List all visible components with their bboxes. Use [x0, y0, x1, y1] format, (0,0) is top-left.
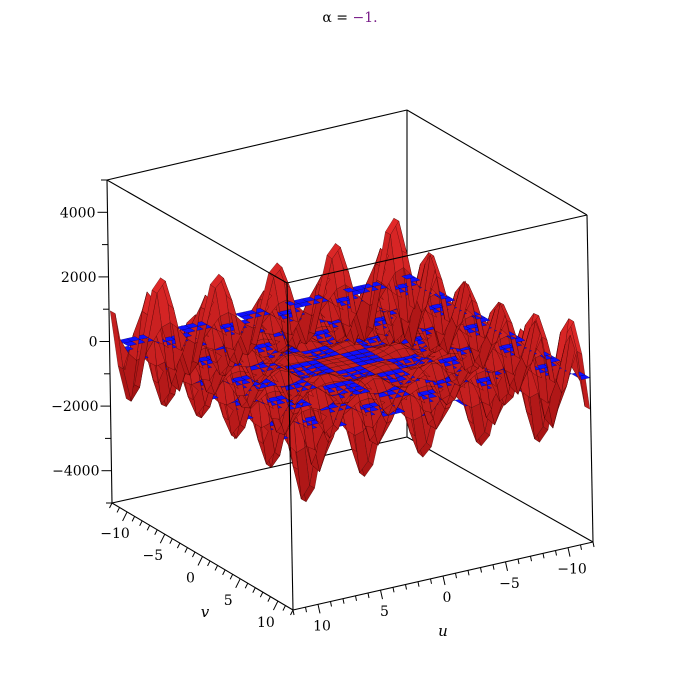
v-axis-tick [267, 596, 271, 602]
z-tick-label: −4000 [52, 464, 99, 480]
u-axis-tick [530, 556, 532, 562]
plane-patch-blue [342, 287, 358, 293]
v-axis-tick [131, 516, 136, 522]
box-edge [106, 109, 408, 181]
u-axis-tick [442, 575, 446, 586]
u-axis-tick [580, 544, 582, 550]
u-axis-tick [517, 558, 520, 565]
v-axis-tick [139, 520, 143, 527]
box-edge [286, 214, 588, 284]
v-tick-label: 0 [186, 571, 195, 587]
v-axis-tick [272, 600, 279, 611]
v-axis-tick [184, 547, 188, 553]
box-edge [406, 436, 594, 543]
u-axis-tick [567, 547, 571, 557]
plot-title: α = −1. [322, 10, 377, 26]
surface-patch-red [576, 350, 590, 410]
u-axis-tick [392, 587, 395, 593]
u-axis-tick [380, 590, 383, 600]
title-value: −1. [353, 10, 378, 26]
u-tick-label: 0 [443, 590, 452, 606]
u-axis-tick [417, 581, 420, 587]
u-axis-tick [317, 604, 321, 614]
v-axis-tick [192, 551, 196, 558]
v-tick-label: 5 [224, 593, 233, 609]
u-axis-tick [430, 578, 432, 584]
surface-patch-red [110, 310, 124, 370]
axes-layer: 4000 2000 0 −2000 −4000 −10 −5 0 5 10 10 5 0 −5 −10 [51, 179, 595, 634]
v-axis-tick [252, 587, 256, 593]
v-axis-tick [159, 533, 166, 544]
u-axis-tick [367, 592, 370, 599]
u-tick-label: 5 [380, 604, 389, 620]
v-axis-tick [229, 574, 234, 580]
title-prefix: α = [322, 10, 352, 26]
u-axis-tick [480, 567, 482, 573]
u-axis-tick [455, 573, 457, 579]
v-axis-tick [197, 556, 203, 566]
z-tick-label: −2000 [51, 399, 98, 415]
plane-patch-blue [401, 274, 416, 280]
v-axis-tick [176, 542, 181, 549]
u-tick-label: 10 [313, 618, 331, 634]
v-axis-tick [207, 560, 211, 567]
u-axis-tick [492, 564, 495, 570]
v-axis-tick [259, 591, 264, 598]
u-axis-tick [342, 598, 345, 604]
u-axis-tick [467, 570, 470, 576]
v-axis-tick [222, 569, 226, 576]
v-axis-tick [109, 502, 113, 509]
u-axis-tick [405, 584, 407, 590]
plane-patch-blue [284, 300, 299, 306]
v-axis-tick [244, 583, 249, 589]
box-edge [586, 214, 594, 543]
u-tick-label: −5 [499, 576, 520, 592]
u-axis-tick [330, 601, 332, 607]
u-axis-tick [505, 561, 508, 571]
v-axis-tick [169, 538, 173, 544]
box-edge [406, 109, 588, 216]
z-tick-label: 2000 [61, 270, 97, 286]
u-axis-tick [355, 595, 357, 601]
v-tick-label: −10 [100, 526, 130, 542]
u-axis-tick [542, 553, 545, 559]
u-axis-tick [305, 607, 307, 613]
u-tick-label: −10 [557, 562, 587, 578]
u-axis-label: u [438, 622, 448, 640]
v-axis-tick [290, 609, 294, 616]
box-edge [106, 179, 288, 284]
v-tick-label: 10 [257, 615, 275, 631]
v-axis-tick [154, 529, 158, 535]
surface-layer [110, 217, 591, 503]
v-axis-label: v [201, 603, 210, 621]
box-edge [286, 282, 294, 611]
v-axis-tick [122, 511, 128, 522]
v-tick-label: −5 [142, 548, 163, 564]
v-axis-tick [282, 605, 286, 611]
u-axis-tick [555, 550, 557, 556]
v-axis-tick [235, 578, 241, 589]
v-axis-tick [214, 565, 219, 571]
u-axis-tick [292, 609, 295, 616]
u-axis-tick [592, 541, 595, 548]
v-axis-tick [116, 507, 120, 513]
z-tick-label: 4000 [60, 205, 96, 221]
z-tick-label: 0 [89, 335, 98, 351]
v-axis-tick [146, 525, 151, 531]
